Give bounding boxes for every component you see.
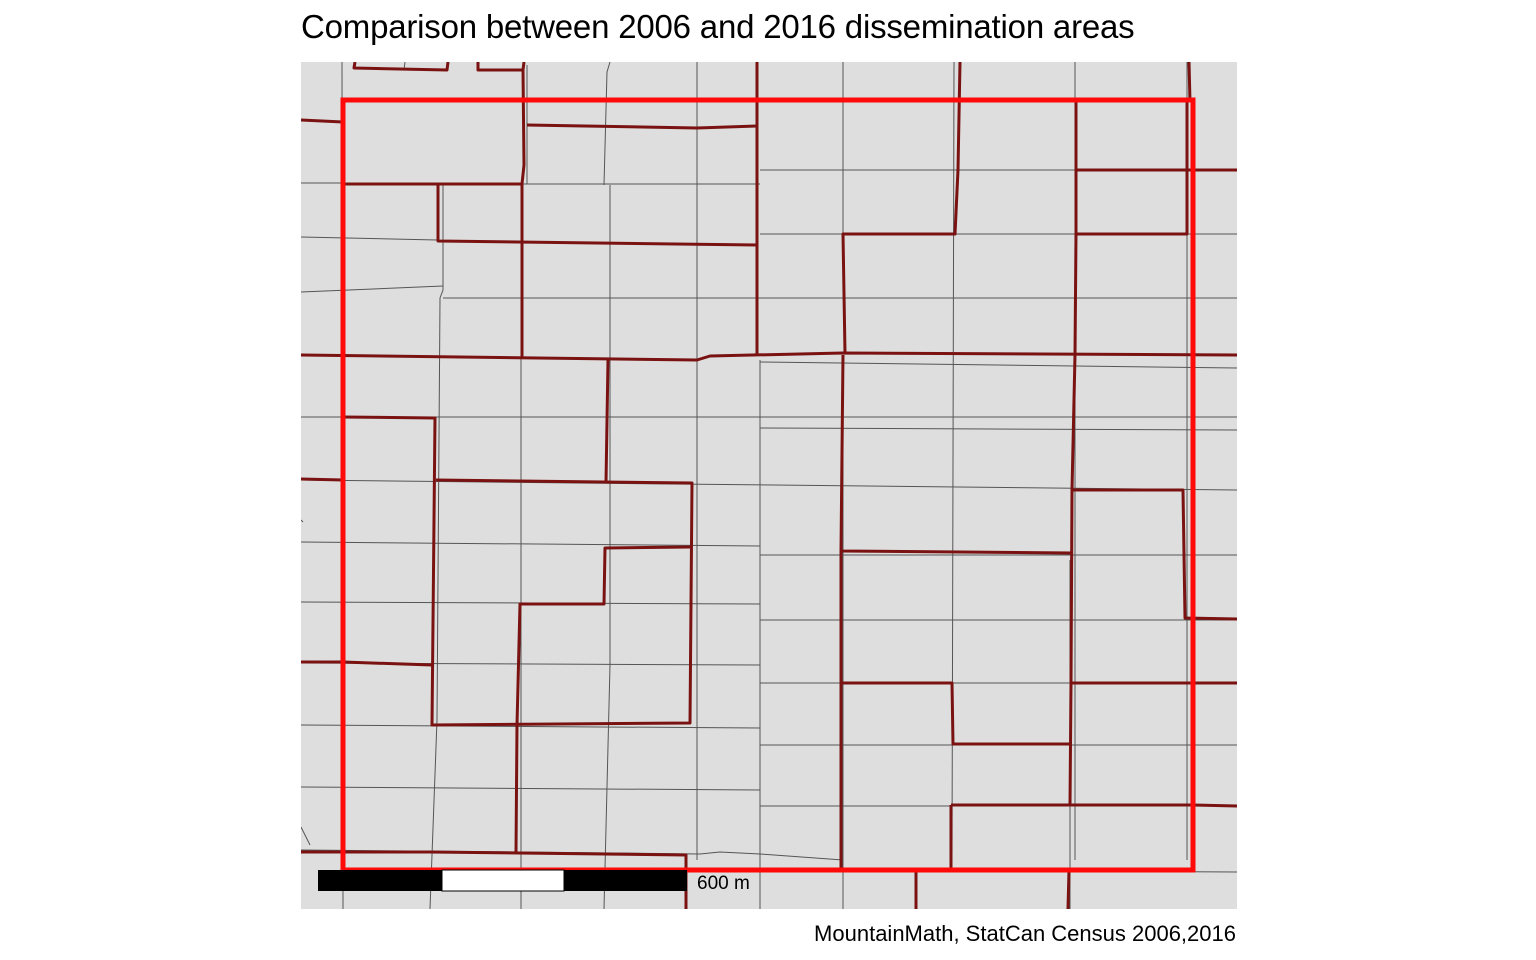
scale-bar-segment-1: [318, 870, 442, 891]
map-title: Comparison between 2006 and 2016 dissemi…: [301, 8, 1135, 45]
comparison-region-outline: [340, 97, 1196, 873]
scale-bar-segment-3: [564, 870, 687, 891]
da-2006-boundaries: [301, 62, 1237, 909]
scale-bar-label: 600 m: [697, 873, 750, 894]
scale-bar-segment-2: [441, 869, 565, 892]
scale-bar: 600 m: [318, 869, 750, 894]
map-caption: MountainMath, StatCan Census 2006,2016: [814, 921, 1236, 946]
